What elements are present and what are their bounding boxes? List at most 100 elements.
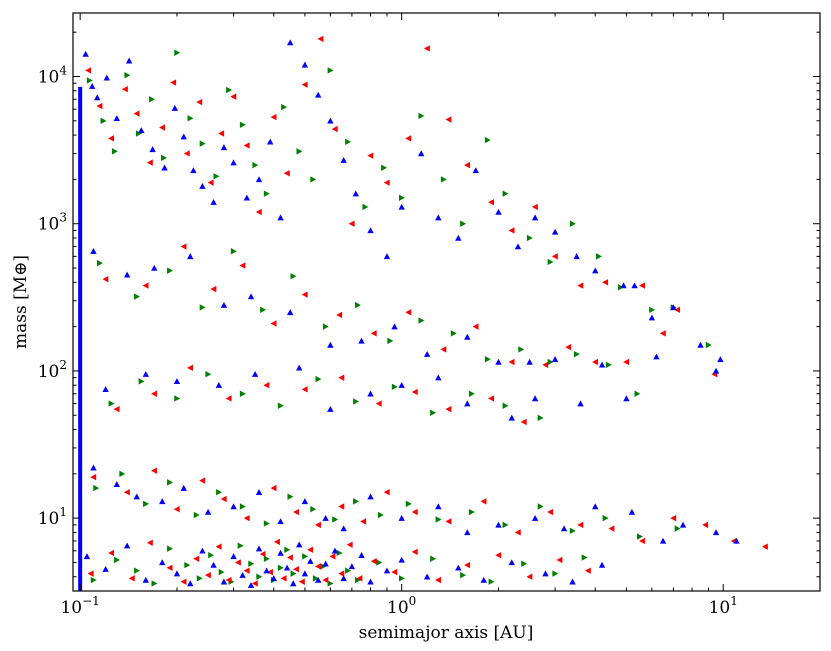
data-point bbox=[670, 304, 677, 311]
data-point bbox=[102, 386, 109, 393]
data-point bbox=[653, 353, 660, 360]
data-point bbox=[573, 350, 580, 358]
data-point bbox=[327, 341, 334, 348]
data-point bbox=[220, 301, 228, 308]
data-point bbox=[159, 498, 166, 505]
data-point bbox=[255, 176, 263, 183]
data-point bbox=[418, 112, 425, 120]
data-point bbox=[210, 199, 217, 205]
data-point bbox=[193, 555, 200, 562]
data-point bbox=[135, 130, 142, 137]
data-point bbox=[310, 176, 317, 183]
data-point bbox=[243, 142, 250, 149]
data-point bbox=[283, 170, 290, 177]
data-point bbox=[376, 559, 383, 566]
data-point bbox=[584, 567, 591, 574]
data-point bbox=[263, 190, 270, 197]
data-point bbox=[338, 374, 345, 381]
data-point bbox=[445, 116, 452, 123]
data-point bbox=[281, 103, 288, 111]
data-point bbox=[277, 564, 284, 571]
data-point bbox=[301, 81, 308, 88]
data-point bbox=[220, 578, 228, 585]
data-point bbox=[602, 514, 609, 522]
data-point bbox=[355, 576, 361, 584]
data-point bbox=[423, 45, 430, 52]
data-point bbox=[270, 320, 277, 327]
data-point bbox=[159, 559, 166, 566]
data-point bbox=[480, 576, 487, 583]
data-point bbox=[464, 400, 471, 407]
data-point bbox=[310, 506, 317, 513]
data-point bbox=[556, 556, 563, 564]
data-point bbox=[514, 243, 522, 250]
data-point bbox=[358, 552, 365, 558]
data-point bbox=[577, 400, 584, 407]
data-point bbox=[255, 208, 262, 216]
data-point bbox=[377, 511, 384, 519]
data-point bbox=[547, 258, 554, 266]
data-point bbox=[210, 285, 217, 293]
data-point bbox=[531, 203, 538, 211]
data-point bbox=[125, 57, 133, 64]
data-point bbox=[133, 110, 140, 117]
data-point bbox=[435, 214, 442, 221]
data-point bbox=[637, 533, 643, 540]
data-point bbox=[290, 580, 297, 587]
data-point bbox=[190, 167, 197, 174]
data-point bbox=[187, 253, 194, 260]
data-point bbox=[123, 489, 130, 496]
data-point bbox=[329, 553, 336, 560]
data-point bbox=[468, 390, 475, 397]
data-points bbox=[82, 35, 768, 588]
data-point bbox=[488, 578, 495, 585]
data-point bbox=[218, 568, 225, 576]
data-point bbox=[180, 133, 187, 140]
data-point bbox=[464, 333, 471, 340]
data-point bbox=[121, 85, 128, 93]
data-point bbox=[551, 356, 559, 362]
data-point bbox=[623, 395, 630, 402]
data-point bbox=[537, 414, 544, 422]
data-point bbox=[338, 570, 345, 577]
data-point bbox=[639, 537, 645, 545]
data-point bbox=[605, 361, 612, 369]
data-point bbox=[225, 576, 232, 584]
data-point bbox=[464, 529, 471, 536]
data-point bbox=[247, 293, 255, 300]
data-point bbox=[170, 79, 177, 86]
data-point bbox=[488, 395, 495, 402]
data-point bbox=[717, 356, 724, 362]
data-point bbox=[143, 500, 149, 508]
data-point bbox=[286, 309, 294, 316]
data-point bbox=[552, 570, 559, 577]
plot-frame bbox=[72, 12, 821, 592]
data-point bbox=[631, 282, 638, 289]
data-point bbox=[293, 566, 299, 573]
data-point bbox=[411, 508, 418, 516]
data-point bbox=[598, 361, 606, 368]
data-point bbox=[648, 314, 656, 321]
data-point bbox=[317, 35, 324, 43]
data-point bbox=[531, 395, 539, 402]
data-point bbox=[623, 358, 630, 366]
data-point bbox=[322, 323, 329, 330]
data-point bbox=[460, 571, 467, 579]
data-point bbox=[634, 390, 641, 397]
data-point bbox=[435, 576, 442, 584]
data-point bbox=[90, 248, 97, 254]
data-point bbox=[287, 493, 294, 500]
data-point bbox=[569, 220, 576, 227]
data-point bbox=[464, 161, 471, 169]
data-point bbox=[581, 554, 588, 561]
data-point bbox=[277, 518, 284, 525]
data-point bbox=[255, 545, 263, 552]
data-point bbox=[134, 567, 140, 574]
data-point bbox=[531, 214, 539, 221]
data-point bbox=[230, 248, 237, 255]
data-point bbox=[184, 561, 191, 569]
data-point bbox=[213, 173, 220, 180]
data-point bbox=[531, 514, 539, 521]
data-point bbox=[322, 576, 329, 584]
